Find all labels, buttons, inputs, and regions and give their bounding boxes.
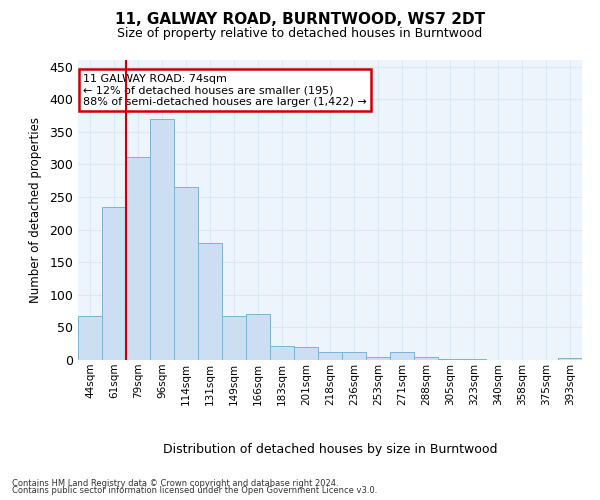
Bar	[102, 206, 126, 360]
Text: 11, GALWAY ROAD, BURNTWOOD, WS7 2DT: 11, GALWAY ROAD, BURNTWOOD, WS7 2DT	[115, 12, 485, 28]
Bar	[414, 356, 438, 360]
Text: Size of property relative to detached houses in Burntwood: Size of property relative to detached ho…	[118, 28, 482, 40]
Bar	[126, 156, 150, 360]
Text: Contains HM Land Registry data © Crown copyright and database right 2024.: Contains HM Land Registry data © Crown c…	[12, 478, 338, 488]
Bar	[558, 358, 582, 360]
Bar	[150, 118, 174, 360]
Bar	[222, 316, 246, 360]
Bar	[246, 314, 270, 360]
Bar	[174, 187, 198, 360]
Text: 11 GALWAY ROAD: 74sqm
← 12% of detached houses are smaller (195)
88% of semi-det: 11 GALWAY ROAD: 74sqm ← 12% of detached …	[83, 74, 367, 106]
Text: Distribution of detached houses by size in Burntwood: Distribution of detached houses by size …	[163, 442, 497, 456]
Bar	[294, 347, 318, 360]
Bar	[270, 346, 294, 360]
Bar	[78, 316, 102, 360]
Text: Contains public sector information licensed under the Open Government Licence v3: Contains public sector information licen…	[12, 486, 377, 495]
Bar	[390, 352, 414, 360]
Bar	[342, 352, 366, 360]
Bar	[438, 358, 462, 360]
Y-axis label: Number of detached properties: Number of detached properties	[29, 117, 43, 303]
Bar	[198, 242, 222, 360]
Bar	[318, 352, 342, 360]
Bar	[366, 356, 390, 360]
